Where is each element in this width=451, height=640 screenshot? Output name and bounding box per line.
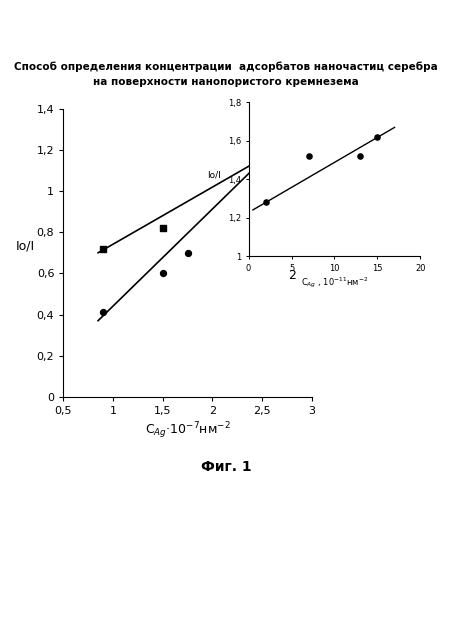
X-axis label: C$_{Ag}$·10$^{-7}$нм$^{-2}$: C$_{Ag}$·10$^{-7}$нм$^{-2}$: [144, 420, 230, 440]
Point: [356, 151, 363, 161]
Point: [373, 132, 380, 142]
Text: 2: 2: [287, 269, 295, 282]
Text: Фиг. 1: Фиг. 1: [200, 460, 251, 474]
Point: [184, 248, 191, 258]
Point: [258, 196, 265, 207]
Text: 1: 1: [287, 183, 295, 196]
Point: [159, 223, 166, 233]
X-axis label: C$_{Ag}$ , 10$^{-11}$нм$^{-2}$: C$_{Ag}$ , 10$^{-11}$нм$^{-2}$: [300, 275, 367, 290]
Y-axis label: Io/I: Io/I: [16, 240, 35, 253]
Point: [159, 268, 166, 278]
Text: Способ определения концентрации  адсорбатов наночастиц серебра: Способ определения концентрации адсорбат…: [14, 62, 437, 72]
Point: [258, 149, 265, 159]
Point: [99, 244, 106, 254]
Text: на поверхности нанопористого кремнезема: на поверхности нанопористого кремнезема: [93, 77, 358, 87]
Point: [262, 197, 269, 207]
Y-axis label: Io/I: Io/I: [207, 170, 220, 179]
Point: [304, 151, 312, 161]
Point: [99, 307, 106, 317]
